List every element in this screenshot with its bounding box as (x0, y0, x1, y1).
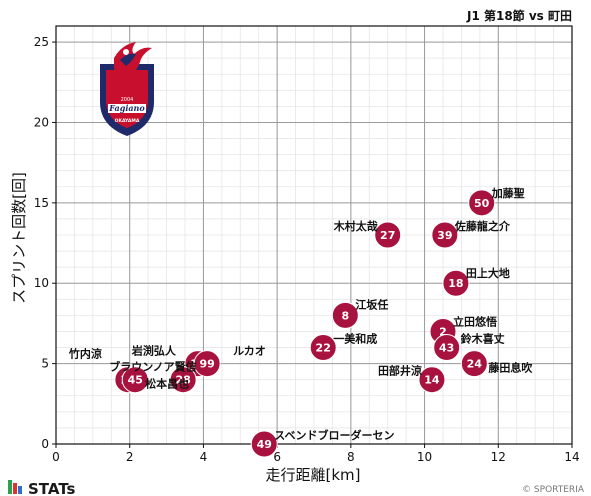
data-point: 43 (433, 334, 461, 362)
point-name-label: 田部井涼 (378, 364, 422, 378)
team-logo: Fagiano 2004 OKAYAMA (100, 42, 154, 136)
data-point: 28 (169, 366, 197, 394)
data-point: 22 (309, 334, 337, 362)
footer-copyright: © SPORTERIA (522, 485, 585, 495)
data-point: 45 (121, 366, 149, 394)
x-axis-label: 走行距離[km] (265, 466, 360, 484)
stats-logo: STATs (8, 480, 76, 496)
data-point: 49 (250, 430, 278, 458)
point-marker (250, 430, 278, 458)
x-tick-label: 14 (564, 450, 579, 464)
x-axis-ticks: 0 2 4 6 8 10 12 14 (52, 444, 580, 464)
point-number-label: 43 (439, 342, 454, 355)
data-point: 14 (418, 366, 446, 394)
point-marker (309, 334, 337, 362)
point-name-label: 竹内涼 (68, 347, 102, 361)
data-point: 24 (460, 350, 488, 378)
y-tick-label: 0 (41, 437, 49, 451)
x-tick-label: 12 (491, 450, 506, 464)
chart-title: J1 第18節 vs 町田 (466, 8, 572, 23)
data-point: 99 (193, 350, 221, 378)
point-name-label: ブラウンノア賢信 (109, 360, 196, 374)
y-axis-label: スプリント回数[回] (10, 172, 28, 304)
x-tick-label: 10 (417, 450, 432, 464)
point-name-label: 鈴木喜丈 (461, 332, 505, 346)
point-name-label: スベンドブローダーセン (274, 428, 394, 442)
data-point: 18 (442, 269, 470, 297)
y-axis-ticks: 0 5 10 15 20 25 (34, 35, 56, 451)
point-name-label: 加藤聖 (491, 186, 525, 200)
point-marker (374, 221, 402, 249)
point-name-label: 岩渕弘人 (131, 344, 177, 358)
data-point: 27 (374, 221, 402, 249)
point-number-label: 39 (437, 229, 452, 242)
point-marker (418, 366, 446, 394)
data-point: 50 (468, 189, 496, 217)
data-points: 502739188222432414199915452849加藤聖木村太哉佐藤龍… (68, 186, 533, 458)
point-name-label: ルカオ (233, 345, 266, 358)
point-number-label: 18 (448, 277, 463, 290)
point-number-label: 24 (467, 358, 483, 371)
point-number-label: 49 (257, 438, 272, 451)
point-number-label: 14 (424, 374, 440, 387)
svg-text:OKAYAMA: OKAYAMA (115, 118, 140, 124)
y-tick-label: 25 (34, 35, 49, 49)
point-marker (121, 366, 149, 394)
data-point: 8 (331, 301, 359, 329)
point-marker (331, 301, 359, 329)
point-marker (169, 366, 197, 394)
point-marker (433, 334, 461, 362)
point-number-label: 99 (199, 358, 214, 371)
y-tick-label: 15 (34, 196, 49, 210)
point-name-label: 松本昌也 (145, 377, 189, 391)
point-number-label: 50 (474, 197, 490, 210)
point-name-label: 江坂任 (355, 297, 388, 311)
y-tick-label: 20 (34, 115, 49, 129)
point-marker (442, 269, 470, 297)
x-tick-label: 8 (347, 450, 355, 464)
point-marker (460, 350, 488, 378)
point-name-label: 立田悠悟 (453, 314, 497, 328)
y-tick-label: 10 (34, 276, 49, 290)
svg-text:2004: 2004 (121, 97, 134, 103)
data-point: 39 (431, 221, 459, 249)
svg-text:Fagiano: Fagiano (108, 103, 145, 113)
point-number-label: 28 (176, 374, 191, 387)
point-number-label: 27 (380, 229, 395, 242)
point-name-label: 藤田息吹 (488, 361, 533, 375)
plot-frame (55, 25, 573, 445)
point-number-label: 8 (342, 309, 350, 322)
point-marker (193, 350, 221, 378)
x-tick-label: 4 (200, 450, 208, 464)
footer-brand: STATs (28, 480, 76, 496)
point-name-label: 木村太哉 (333, 219, 378, 233)
x-tick-label: 0 (52, 450, 60, 464)
x-tick-label: 2 (126, 450, 134, 464)
y-tick-label: 5 (41, 357, 49, 371)
point-marker (468, 189, 496, 217)
point-number-label: 22 (316, 342, 331, 355)
point-marker (431, 221, 459, 249)
point-name-label: 佐藤龍之介 (454, 219, 511, 233)
point-number-label: 45 (128, 374, 143, 387)
point-name-label: 一美和成 (333, 332, 377, 346)
x-tick-label: 6 (273, 450, 281, 464)
point-name-label: 田上大地 (466, 266, 510, 280)
point-number-label: 2 (439, 325, 447, 338)
